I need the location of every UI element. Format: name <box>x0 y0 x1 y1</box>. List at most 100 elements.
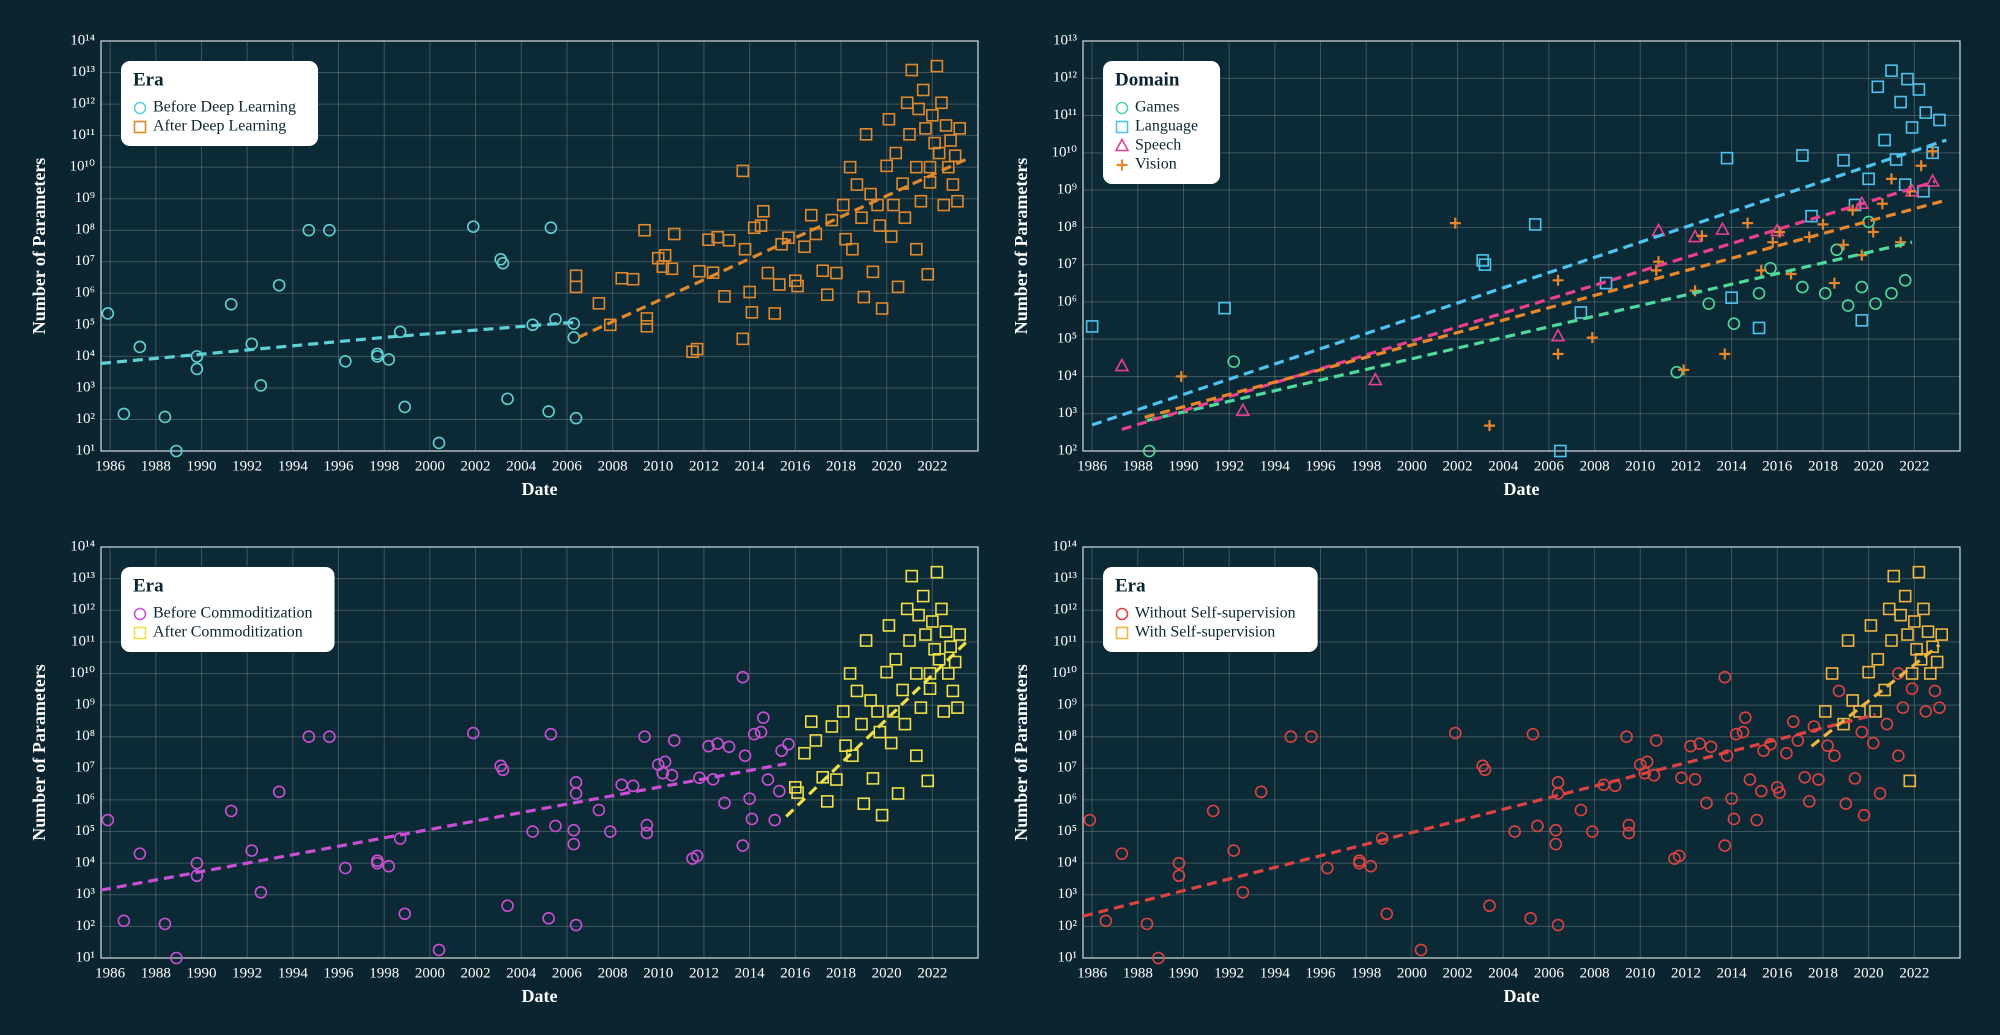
marker-square <box>914 194 928 208</box>
x-tick-label: 2022 <box>917 965 947 981</box>
marker-circle <box>432 943 446 957</box>
marker-circle <box>1743 773 1757 786</box>
marker-circle <box>1526 727 1540 741</box>
y-tick-label: 10² <box>1058 918 1078 934</box>
x-tick-label: 1996 <box>1306 458 1337 474</box>
y-tick-label: 10⁵ <box>1057 331 1077 347</box>
marker-square <box>919 628 932 641</box>
x-tick-label: 2006 <box>1534 965 1565 981</box>
marker-square <box>921 268 935 281</box>
y-tick-label: 10¹⁴ <box>70 32 95 48</box>
marker-circle <box>224 804 238 818</box>
marker-square <box>830 773 843 786</box>
marker-square <box>722 233 736 247</box>
marker-circle <box>1670 365 1684 379</box>
marker-plus <box>1838 239 1850 251</box>
marker-circle <box>1704 740 1718 754</box>
x-tick-label: 2004 <box>506 458 537 474</box>
marker-circle <box>1206 804 1220 818</box>
x-tick-label: 2000 <box>1397 458 1427 474</box>
marker-square <box>880 665 893 679</box>
marker-square <box>921 774 935 788</box>
marker-square <box>718 290 731 303</box>
marker-square <box>820 795 834 808</box>
marker-square <box>923 160 937 174</box>
y-tick-label: 10⁵ <box>1057 823 1077 839</box>
marker-plus <box>1876 198 1888 210</box>
marker-square <box>836 705 850 718</box>
marker-square <box>910 160 923 174</box>
marker-square <box>942 160 955 174</box>
x-axis-label: Date <box>522 479 558 499</box>
marker-square <box>757 204 770 218</box>
y-tick-label: 10⁶ <box>1057 791 1077 807</box>
marker-square <box>1908 615 1921 628</box>
marker-square <box>690 342 704 356</box>
marker-square <box>953 122 967 135</box>
marker-circle <box>1622 826 1636 840</box>
legend-label: Vision <box>1135 156 1177 173</box>
marker-square <box>1528 218 1542 231</box>
marker-circle <box>1764 737 1777 751</box>
legend-label: Before Commoditization <box>153 605 313 622</box>
marker-circle <box>432 436 446 450</box>
marker-square <box>903 634 916 647</box>
x-tick-label: 1998 <box>1351 458 1381 474</box>
legend-box <box>1103 61 1221 184</box>
x-tick-label: 2014 <box>735 965 766 981</box>
marker-square <box>1837 153 1850 167</box>
marker-plus <box>1719 348 1731 360</box>
marker-triangle <box>1235 402 1251 417</box>
marker-circle <box>501 899 514 913</box>
x-tick-label: 1996 <box>324 458 355 474</box>
marker-square <box>935 602 948 616</box>
marker-circle <box>569 411 583 425</box>
marker-square <box>875 302 889 315</box>
x-tick-label: 2008 <box>1580 458 1610 474</box>
legend-label: After Deep Learning <box>153 118 286 135</box>
x-tick-label: 1994 <box>1260 965 1291 981</box>
marker-circle <box>722 740 736 754</box>
marker-square <box>953 628 967 641</box>
marker-circle <box>224 297 238 311</box>
marker-square <box>1914 653 1928 666</box>
marker-square <box>942 667 955 680</box>
x-tick-label: 2002 <box>461 458 491 474</box>
x-tick-label: 1992 <box>232 458 262 474</box>
marker-square <box>1818 705 1832 718</box>
marker-square <box>926 615 939 628</box>
marker-square <box>1887 569 1901 583</box>
trend-line <box>577 157 968 339</box>
x-tick-label: 2018 <box>826 458 856 474</box>
x-tick-label: 1990 <box>1168 458 1198 474</box>
marker-circle <box>393 325 407 339</box>
marker-square <box>665 262 679 276</box>
marker-square <box>855 211 868 224</box>
marker-plus <box>1847 204 1859 216</box>
marker-square <box>864 694 877 707</box>
x-tick-label: 1988 <box>141 458 171 474</box>
marker-circle <box>398 400 412 414</box>
x-tick-label: 1998 <box>1351 965 1381 981</box>
plot-border <box>100 546 979 959</box>
marker-square <box>804 715 818 728</box>
marker-circle <box>592 803 606 817</box>
marker-circle <box>1321 861 1334 875</box>
marker-square <box>1901 72 1914 86</box>
x-tick-label: 1998 <box>369 458 399 474</box>
marker-circle <box>1172 869 1186 883</box>
marker-square <box>1894 95 1907 109</box>
marker-circle <box>1812 773 1825 786</box>
marker-square <box>864 187 877 201</box>
marker-circle <box>1254 785 1268 799</box>
y-tick-label: 10¹³ <box>71 64 95 80</box>
y-tick-label: 10¹⁴ <box>70 538 95 554</box>
x-tick-label: 2004 <box>506 965 537 981</box>
marker-circle <box>117 407 131 421</box>
y-tick-label: 10⁸ <box>1057 219 1077 235</box>
marker-circle <box>542 405 555 418</box>
y-axis-label: Number of Parameters <box>29 664 49 841</box>
marker-circle <box>496 763 510 777</box>
marker-square <box>773 278 786 291</box>
marker-square <box>916 589 930 603</box>
